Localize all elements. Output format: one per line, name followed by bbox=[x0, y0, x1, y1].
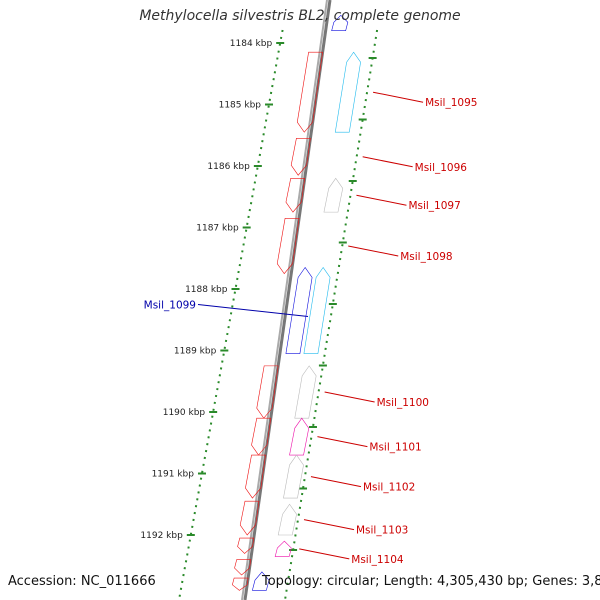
gene-feature[interactable] bbox=[256, 365, 279, 419]
guide-line-right bbox=[284, 29, 379, 600]
gene-feature[interactable] bbox=[331, 14, 349, 31]
gene-feature[interactable] bbox=[283, 454, 304, 499]
gene-feature[interactable] bbox=[323, 177, 344, 213]
accession-text: Accession: NC_011666 bbox=[8, 574, 156, 589]
gene-feature[interactable] bbox=[285, 178, 306, 213]
gene-feature[interactable] bbox=[274, 540, 292, 557]
gene-label-leader bbox=[324, 391, 375, 403]
gene-label[interactable]: Msil_1095 bbox=[425, 97, 477, 109]
gene-label-leader bbox=[299, 548, 350, 560]
tick-label: 1186 kbp bbox=[207, 162, 250, 172]
gene-label[interactable]: Msil_1101 bbox=[369, 442, 421, 454]
gene-feature[interactable] bbox=[276, 217, 300, 275]
gene-label-leader bbox=[310, 476, 362, 488]
topology-text: Topology: circular; Length: 4,305,430 bp… bbox=[262, 574, 600, 589]
gene-label[interactable]: Msil_1099 bbox=[144, 300, 196, 312]
gene-feature[interactable] bbox=[251, 571, 270, 591]
gene-label[interactable]: Msil_1102 bbox=[363, 482, 415, 494]
gene-label-leader bbox=[317, 436, 368, 448]
tick-label: 1184 kbp bbox=[230, 39, 273, 49]
gene-feature[interactable] bbox=[303, 266, 331, 354]
gene-label-leader bbox=[303, 519, 355, 531]
guide-line-left bbox=[178, 29, 284, 600]
gene-label[interactable]: Msil_1098 bbox=[400, 251, 452, 263]
tick-label: 1192 kbp bbox=[140, 531, 183, 541]
gene-feature[interactable] bbox=[294, 365, 317, 419]
tick-label: 1188 kbp bbox=[185, 285, 228, 295]
gene-label-leader bbox=[197, 304, 309, 318]
tick-label: 1187 kbp bbox=[196, 224, 239, 234]
gene-label[interactable]: Msil_1103 bbox=[356, 525, 408, 537]
map-title: Methylocella silvestris BL2, complete ge… bbox=[139, 8, 461, 24]
gene-label-leader bbox=[362, 156, 413, 168]
gene-feature[interactable] bbox=[285, 266, 313, 354]
gene-label[interactable]: Msil_1100 bbox=[377, 397, 429, 409]
tick-label: 1189 kbp bbox=[174, 347, 217, 357]
gene-label-leader bbox=[348, 245, 399, 257]
gene-label-leader bbox=[372, 91, 424, 103]
gene-label[interactable]: Msil_1104 bbox=[351, 554, 404, 566]
tick-label: 1185 kbp bbox=[219, 101, 262, 111]
gene-feature[interactable] bbox=[334, 51, 361, 133]
tick-label: 1191 kbp bbox=[152, 470, 195, 480]
gene-feature[interactable] bbox=[277, 503, 297, 536]
gene-feature[interactable] bbox=[237, 537, 255, 554]
gene-feature[interactable] bbox=[251, 417, 272, 456]
gene-feature[interactable] bbox=[289, 417, 310, 456]
gene-label-leader bbox=[356, 194, 407, 206]
gene-feature[interactable] bbox=[290, 138, 311, 176]
gene-feature[interactable] bbox=[296, 51, 323, 133]
gene-feature[interactable] bbox=[245, 454, 266, 499]
gene-label[interactable]: Msil_1096 bbox=[415, 162, 468, 174]
gene-feature[interactable] bbox=[239, 500, 260, 536]
gene-feature[interactable] bbox=[234, 559, 252, 576]
tick-label: 1190 kbp bbox=[163, 408, 206, 418]
gene-label[interactable]: Msil_1097 bbox=[408, 200, 460, 212]
gene-feature[interactable] bbox=[232, 577, 249, 591]
